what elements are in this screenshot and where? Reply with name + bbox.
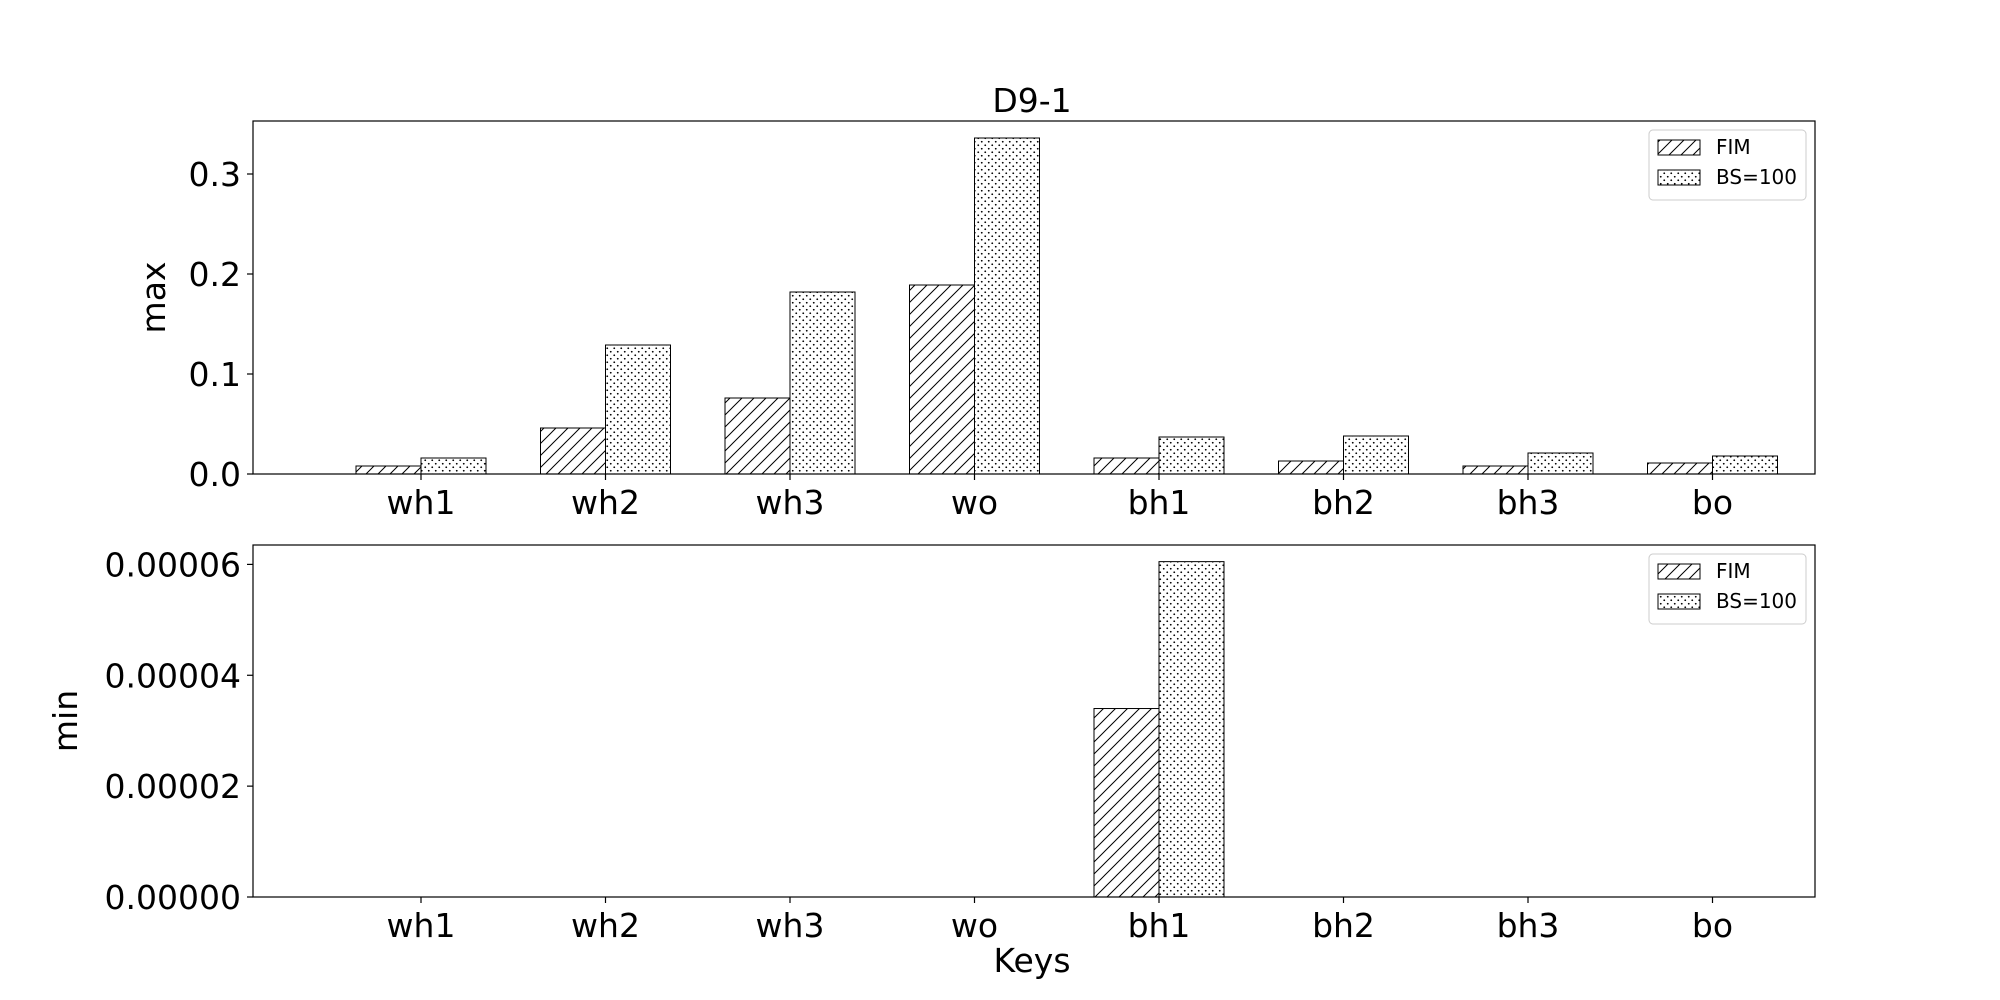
bar-fim-wh1 [355,465,422,475]
bar-bs-100-bh1 [1158,436,1225,475]
x-tick-label: wo [951,906,998,945]
bar-bs-100-wh2 [605,344,671,475]
x-tick-label: bh1 [1128,483,1191,522]
bar-bs-100-bh1 [1158,561,1225,898]
bar-bs-100-bh3 [1527,452,1594,475]
axes-frame [252,120,1816,475]
legend-label-fim: FIM [1716,559,1751,583]
y-tick-label: 0.00006 [105,545,241,584]
bar-bs-100-wh3 [789,291,856,475]
x-tick-label: bo [1692,483,1733,522]
legend-label-bs-100: BS=100 [1716,165,1797,189]
min-panel: wh1 wh2 wh3 wo bh1 bh2 bh3 bo 0.00000 0.00002 0.00… [46,544,1816,945]
legend-label-bs-100: BS=100 [1716,589,1797,613]
legend: FIM BS=100 [1648,129,1807,201]
y-axis-label: min [46,690,85,752]
x-tick-label: wh3 [756,906,825,945]
bar-fim-bh2 [1278,460,1344,475]
x-tick-label: wh3 [756,483,825,522]
legend-swatch-bs-100 [1657,593,1701,610]
y-tick-label: 0.3 [189,155,241,194]
x-tick-label: bh3 [1497,906,1560,945]
x-tick-label: bh2 [1312,483,1375,522]
x-tick-label: wh2 [571,483,640,522]
x-tick-label: bh3 [1497,483,1560,522]
y-tick-label: 0.00004 [105,656,241,695]
legend-label-fim: FIM [1716,135,1751,159]
bar-fim-bo [1647,462,1713,475]
x-tick-label: bo [1692,906,1733,945]
x-tick-label: bh2 [1312,906,1375,945]
y-axis-label: max [134,262,173,334]
bar-fim-wh3 [724,397,791,475]
bar-fim-bh1 [1093,457,1160,475]
bar-bs-100-wh1 [420,457,487,475]
legend-swatch-fim [1657,563,1701,580]
bar-fim-bh1 [1093,708,1160,898]
x-tick-label: wh2 [571,906,640,945]
bar-fim-wo [909,284,975,475]
legend: FIM BS=100 [1648,553,1807,625]
bar-bs-100-wo [974,137,1040,475]
axes-frame [252,544,1816,898]
bar-fim-bh3 [1462,465,1529,475]
y-tick-label: 0.0 [189,455,241,494]
y-tick-label: 0.1 [189,355,241,394]
y-tick-label: 0.00002 [105,767,241,806]
bar-fim-wh2 [540,427,606,475]
y-tick-label: 0.00000 [105,878,241,917]
x-tick-label: wh1 [387,906,456,945]
legend-swatch-bs-100 [1657,169,1701,186]
x-axis-label: Keys [993,941,1070,980]
y-tick-label: 0.2 [189,255,241,294]
legend-swatch-fim [1657,139,1701,156]
x-tick-label: bh1 [1128,906,1191,945]
bar-bs-100-bo [1712,455,1778,475]
x-tick-label: wh1 [387,483,456,522]
bar-bs-100-bh2 [1343,435,1409,475]
x-tick-label: wo [951,483,998,522]
chart-title: D9-1 [992,81,1071,120]
max-panel: wh1 wh2 wh3 wo bh1 bh2 bh3 bo 0.0 0.1 0.2 0.3 max FIM… [134,120,1816,522]
